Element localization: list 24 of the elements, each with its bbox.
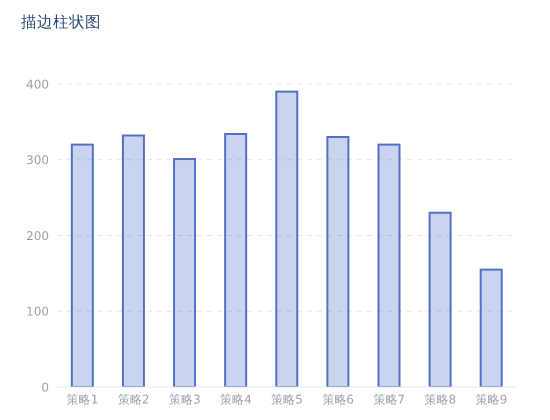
bar: [224, 132, 248, 387]
bar: [480, 268, 503, 387]
bar: [275, 90, 298, 387]
bar: [428, 212, 452, 387]
bar: [377, 144, 400, 387]
y-tick-label: 200: [26, 228, 49, 243]
bar: [173, 158, 196, 387]
y-tick-label: 400: [26, 77, 49, 92]
x-tick-label: 策略5: [271, 392, 303, 407]
x-tick-label: 策略3: [168, 392, 201, 407]
y-tick-label: 0: [41, 380, 49, 394]
chart-title: 描边柱状图: [21, 12, 101, 32]
bar: [122, 134, 145, 387]
x-tick-label: 策略9: [476, 392, 508, 407]
bar: [70, 144, 94, 387]
bar: [326, 136, 350, 387]
x-tick-label: 策略4: [220, 392, 252, 407]
y-tick-label: 100: [26, 304, 49, 319]
x-tick-label: 策略6: [322, 392, 354, 407]
x-tick-label: 策略1: [66, 392, 98, 407]
x-tick-label: 策略8: [424, 392, 456, 407]
x-tick-label: 策略2: [118, 392, 150, 407]
y-tick-label: 300: [26, 153, 49, 168]
x-tick-label: 策略7: [373, 392, 406, 407]
